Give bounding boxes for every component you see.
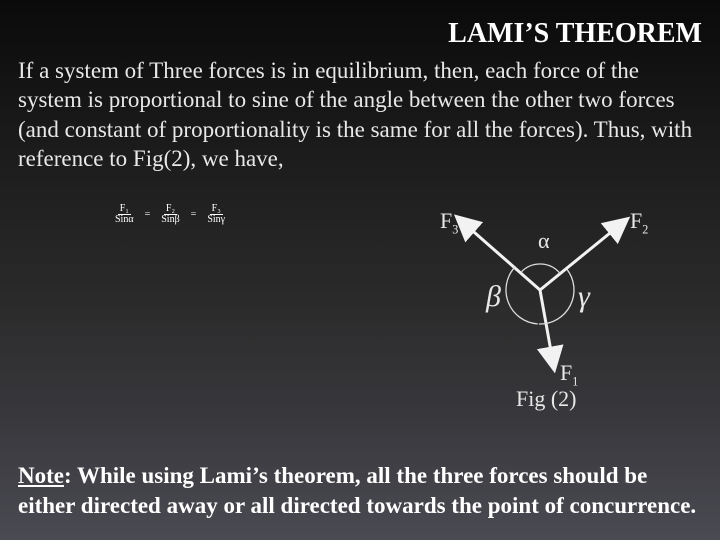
slide-title: LAMI’S THEOREM — [18, 18, 702, 50]
note-label: Note — [18, 463, 64, 488]
theorem-body: If a system of Three forces is in equili… — [18, 56, 702, 174]
note-text: : While using Lami’s theorem, all the th… — [18, 463, 696, 517]
frac-2-den: Sinβ — [159, 215, 181, 225]
angle-label-gamma: γ — [578, 280, 590, 314]
force-diagram: F3 F2 F1 α β γ Fig (2) — [420, 210, 680, 420]
frac-1-den: Sinα — [113, 215, 136, 225]
force-label-F3: F3 — [440, 208, 458, 237]
lami-formula: F₁ Sinα = F₂ Sinβ = F₃ Sinγ — [113, 204, 227, 225]
equals-1: = — [142, 209, 154, 220]
frac-2: F₂ Sinβ — [159, 204, 181, 225]
note-block: Note: While using Lami’s theorem, all th… — [18, 461, 702, 520]
equals-2: = — [188, 209, 200, 220]
frac-1: F₁ Sinα — [113, 204, 136, 225]
figure-caption: Fig (2) — [516, 386, 577, 412]
angle-label-alpha: α — [538, 228, 550, 254]
angle-label-beta: β — [486, 280, 501, 314]
frac-3: F₃ Sinγ — [205, 204, 227, 225]
force-label-F2: F2 — [630, 208, 648, 237]
force-label-F1: F1 — [560, 360, 578, 389]
frac-3-den: Sinγ — [205, 215, 227, 225]
